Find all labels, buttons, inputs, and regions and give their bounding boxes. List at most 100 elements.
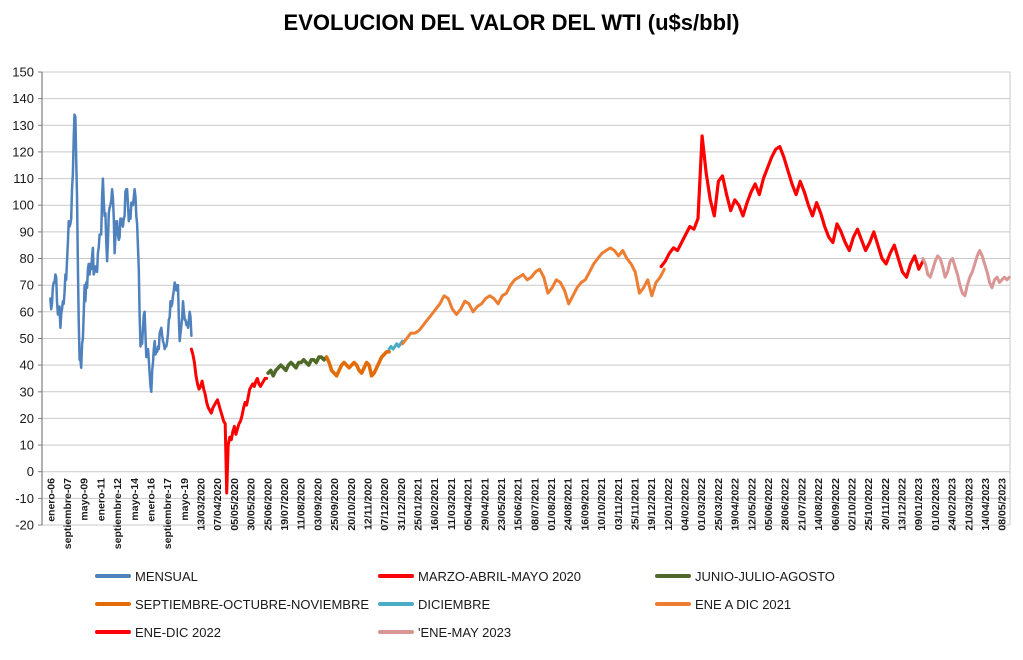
series-marzo-abril-mayo-2020	[189, 347, 269, 495]
x-axis-label: 25/09/2020	[329, 478, 341, 531]
y-axis-label: 110	[13, 171, 34, 186]
x-axis-label: mayo-09	[79, 478, 91, 521]
series-ene-may-2023	[921, 249, 1011, 298]
legend-key-icon	[378, 574, 414, 578]
x-axis-label: 23/05/2021	[496, 478, 508, 531]
x-axis-label: enero-06	[45, 478, 57, 522]
x-axis-label: 07/12/2020	[379, 478, 391, 531]
x-axis-label: 12/11/2020	[362, 478, 374, 530]
x-axis-label: 01/02/2023	[930, 478, 942, 531]
x-axis-label: 05/04/2021	[463, 478, 475, 531]
legend-item-septiembre-octubre-noviembre: SEPTIEMBRE-OCTUBRE-NOVIEMBRE	[95, 596, 369, 612]
legend-item-ene-a-dic-2021: ENE A DIC 2021	[655, 596, 791, 612]
x-axis-label: 19/12/2021	[646, 478, 658, 531]
legend-key-icon	[95, 602, 131, 606]
x-axis-label: 19/04/2022	[730, 478, 742, 531]
series-junio-julio-agosto	[266, 355, 329, 378]
x-axis-label: septiembre-17	[162, 478, 174, 549]
legend-label: ENE-DIC 2022	[135, 624, 221, 640]
x-axis-label: 11/03/2021	[446, 478, 458, 530]
y-axis-label: 30	[20, 384, 34, 399]
x-axis-label: 01/03/2022	[696, 478, 708, 531]
x-axis-label: 19/07/2020	[279, 478, 291, 531]
x-axis-label: mayo-19	[179, 478, 191, 521]
x-axis-label: 08/05/2023	[997, 478, 1009, 531]
x-axis-label: 03/09/2020	[312, 478, 324, 531]
x-axis-label: 29/04/2021	[479, 478, 491, 531]
x-axis-label: 08/07/2021	[529, 478, 541, 531]
y-axis-label: 150	[12, 65, 34, 80]
x-axis-label: 15/06/2021	[513, 478, 525, 531]
legend-key-icon	[95, 630, 131, 634]
x-axis-label: 25/01/2021	[413, 478, 425, 531]
legend-label: 'ENE-MAY 2023	[418, 624, 512, 640]
legend-label: JUNIO-JULIO-AGOSTO	[695, 568, 835, 584]
x-axis-label: enero-16	[146, 478, 158, 522]
x-axis-label: 04/02/2022	[680, 478, 692, 531]
y-axis-label: -10	[15, 491, 34, 506]
y-axis-label: 20	[20, 411, 34, 426]
series-septiembre-octubre-noviembre	[324, 349, 391, 378]
legend-label: SEPTIEMBRE-OCTUBRE-NOVIEMBRE	[135, 596, 370, 612]
y-axis-label: 130	[12, 118, 34, 133]
x-axis-label: 05/06/2022	[763, 478, 775, 531]
x-axis-label: 10/10/2021	[596, 478, 608, 531]
legend-item-ene-may-2023: 'ENE-MAY 2023	[378, 624, 511, 640]
x-axis-label: mayo-14	[129, 478, 141, 521]
x-axis-label: 11/08/2020	[296, 478, 308, 530]
x-axis-label: septiembre-12	[112, 478, 124, 549]
x-axis-label: 13/12/2022	[897, 478, 909, 531]
series-ene-a-dic-2021	[401, 246, 666, 346]
x-axis-label: 01/08/2021	[546, 478, 558, 531]
legend-item-junio-julio-agosto: JUNIO-JULIO-AGOSTO	[655, 568, 835, 584]
series-diciembre	[387, 339, 404, 351]
y-axis-label: 100	[12, 198, 34, 213]
chart-legend: MENSUAL MARZO-ABRIL-MAYO 2020 JUNIO-JULIO-…	[0, 560, 1023, 660]
x-axis-label: 24/02/2023	[947, 478, 959, 531]
x-axis-label: 13/03/2020	[196, 478, 208, 531]
legend-key-icon	[95, 574, 131, 578]
y-axis-label: 140	[12, 91, 34, 106]
x-axis-label: 06/09/2022	[830, 478, 842, 531]
x-axis-label: 20/10/2020	[346, 478, 358, 531]
y-axis-label: 40	[20, 358, 34, 373]
series-ene-dic-2022	[659, 134, 925, 279]
wti-line-chart: 1501401301201101009080706050403020100-10…	[12, 65, 1011, 549]
x-axis-label: 12/01/2022	[663, 478, 675, 531]
x-axis-label: 25/06/2020	[262, 478, 274, 531]
chart-title: EVOLUCION DEL VALOR DEL WTI (u$s/bbl)	[283, 10, 740, 35]
x-axis-label: 21/07/2022	[796, 478, 808, 531]
x-axis-label: enero-11	[95, 478, 107, 521]
x-axis-label: 28/06/2022	[780, 478, 792, 531]
legend-key-icon	[655, 574, 691, 578]
x-axis-label: 20/11/2022	[880, 478, 892, 530]
legend-item-ene-dic-2022: ENE-DIC 2022	[95, 624, 221, 640]
x-axis-label: 07/04/2020	[212, 478, 224, 531]
legend-label: MARZO-ABRIL-MAYO 2020	[418, 568, 582, 584]
x-axis-label: 30/05/2020	[246, 478, 258, 531]
y-axis-label: -20	[15, 518, 34, 533]
x-axis-label: 24/08/2021	[563, 478, 575, 531]
legend-label: MENSUAL	[135, 568, 198, 584]
x-axis-label: 31/12/2020	[396, 478, 408, 531]
x-axis-label: 25/10/2022	[863, 478, 875, 531]
x-axis-label: 09/01/2023	[913, 478, 925, 531]
x-axis-label: 21/03/2023	[963, 478, 975, 531]
y-axis-label: 60	[20, 304, 34, 319]
x-axis-label: 14/08/2022	[813, 478, 825, 531]
x-axis-label: 12/05/2022	[746, 478, 758, 531]
x-axis-label: 25/11/2021	[630, 478, 642, 530]
x-axis-label: 02/10/2022	[846, 478, 858, 531]
series-mensual	[49, 113, 193, 394]
y-axis-label: 70	[20, 278, 34, 293]
legend-item-mensual: MENSUAL	[95, 568, 198, 584]
y-axis-label: 0	[27, 464, 34, 479]
y-axis-label: 10	[20, 438, 34, 453]
y-axis-label: 80	[20, 251, 34, 266]
y-axis-label: 50	[20, 331, 34, 346]
x-axis-label: 03/11/2021	[613, 478, 625, 530]
x-axis-label: septiembre-07	[62, 478, 74, 549]
y-axis-label: 90	[20, 224, 34, 239]
legend-item-diciembre: DICIEMBRE	[378, 596, 490, 612]
